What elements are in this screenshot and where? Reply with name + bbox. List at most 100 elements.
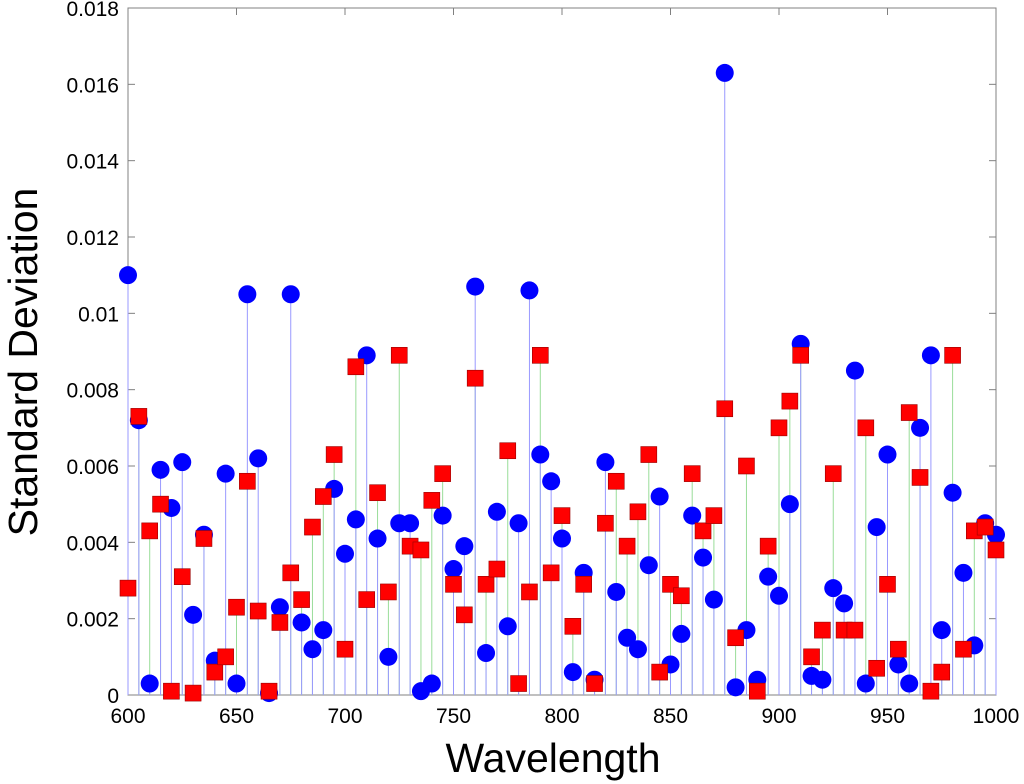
x-tick-label: 650: [219, 705, 254, 728]
red-square-point: [217, 648, 234, 666]
x-tick-label: 900: [761, 705, 796, 728]
blue-circle-point: [694, 548, 713, 567]
blue-circle-point: [542, 472, 561, 491]
blue-circle-point: [498, 617, 517, 636]
markers: [119, 63, 1005, 703]
red-square-point: [163, 682, 180, 700]
x-tick-label: 800: [544, 705, 579, 728]
blue-circle-point: [401, 514, 420, 533]
blue-circle-point: [249, 449, 268, 468]
blue-circle-point: [921, 346, 940, 365]
blue-circle-point: [683, 506, 702, 525]
y-axis-title: Standard Deviation: [0, 188, 46, 537]
red-square-point: [412, 541, 430, 559]
blue-circle-point: [780, 495, 799, 514]
blue-circle-point: [314, 621, 333, 640]
red-square-point: [173, 568, 191, 585]
red-square-point: [456, 606, 473, 624]
blue-circle-point: [911, 418, 930, 437]
blue-circle-point: [477, 644, 496, 663]
red-square-point: [369, 484, 386, 502]
red-square-point: [586, 675, 603, 692]
red-square-point: [629, 503, 647, 521]
red-square-point: [336, 640, 354, 658]
red-square-point: [857, 419, 875, 437]
y-tick-label: 0.006: [66, 456, 119, 479]
blue-circle-point: [281, 285, 300, 304]
red-square-point: [597, 514, 614, 532]
red-square-point: [293, 591, 310, 608]
red-square-point: [130, 408, 148, 425]
red-square-point: [390, 347, 408, 364]
red-square-point: [976, 518, 994, 536]
blue-circle-point: [509, 514, 528, 533]
blue-circle-point: [932, 621, 951, 640]
red-square-point: [445, 576, 462, 593]
red-square-point: [542, 564, 560, 582]
red-square-point: [673, 587, 690, 605]
red-square-point: [846, 621, 864, 639]
red-square-point: [824, 465, 842, 482]
blue-circle-point: [227, 674, 246, 693]
red-square-point: [553, 507, 571, 524]
red-square-point: [347, 358, 365, 376]
red-square-point: [716, 400, 734, 418]
y-tick-label: 0: [107, 685, 119, 708]
blue-circle-point: [715, 63, 734, 82]
blue-circle-point: [422, 674, 441, 693]
red-square-point: [119, 579, 137, 597]
blue-circle-point: [487, 502, 506, 521]
y-tick-label: 0.012: [66, 227, 119, 250]
x-tick-label: 1000: [973, 705, 1020, 728]
blue-circle-point: [216, 464, 235, 483]
blue-circle-point: [151, 460, 170, 479]
red-square-point: [792, 347, 810, 364]
red-square-point: [206, 663, 224, 681]
blue-circle-point: [368, 529, 387, 548]
red-square-point: [955, 640, 972, 658]
blue-circle-point: [119, 266, 137, 285]
blue-circle-point: [346, 510, 365, 529]
blue-circle-point: [553, 529, 571, 548]
blue-circle-point: [889, 655, 908, 674]
blue-circle-point: [856, 674, 875, 693]
x-tick-label: 950: [870, 705, 905, 728]
red-square-point: [944, 347, 961, 364]
red-square-point: [683, 465, 701, 482]
blue-circle-point: [520, 281, 539, 300]
red-square-point: [141, 522, 158, 540]
red-square-point: [694, 522, 712, 540]
blue-circle-point: [639, 556, 658, 575]
blue-circle-point: [531, 445, 550, 464]
red-square-point: [727, 629, 744, 647]
red-square-point: [987, 541, 1005, 559]
blue-circle-point: [433, 506, 452, 525]
y-tick-label: 0.014: [66, 151, 119, 174]
red-square-point: [651, 663, 668, 681]
red-square-point: [911, 469, 929, 486]
red-square-point: [510, 675, 527, 692]
red-square-point: [748, 682, 766, 700]
blue-circle-point: [726, 678, 745, 697]
red-square-point: [195, 530, 213, 547]
blue-circle-point: [672, 624, 691, 643]
red-square-point: [531, 347, 549, 364]
red-square-point: [564, 617, 582, 635]
blue-circle-point: [813, 670, 832, 689]
blue-circle-point: [867, 518, 886, 537]
red-square-point: [152, 495, 169, 513]
red-square-point: [868, 659, 885, 677]
x-tick-label: 700: [327, 705, 362, 728]
blue-circle-point: [628, 640, 647, 659]
y-tick-label: 0.01: [78, 303, 119, 326]
red-square-point: [738, 457, 755, 475]
blue-circle-point: [878, 445, 897, 464]
blue-circle-point: [270, 598, 289, 617]
x-tick-label: 600: [110, 705, 145, 728]
red-square-point: [607, 472, 625, 490]
x-tick-label: 750: [436, 705, 471, 728]
blue-circle-point: [900, 674, 919, 693]
red-square-point: [521, 583, 538, 601]
blue-circle-point: [238, 285, 257, 304]
